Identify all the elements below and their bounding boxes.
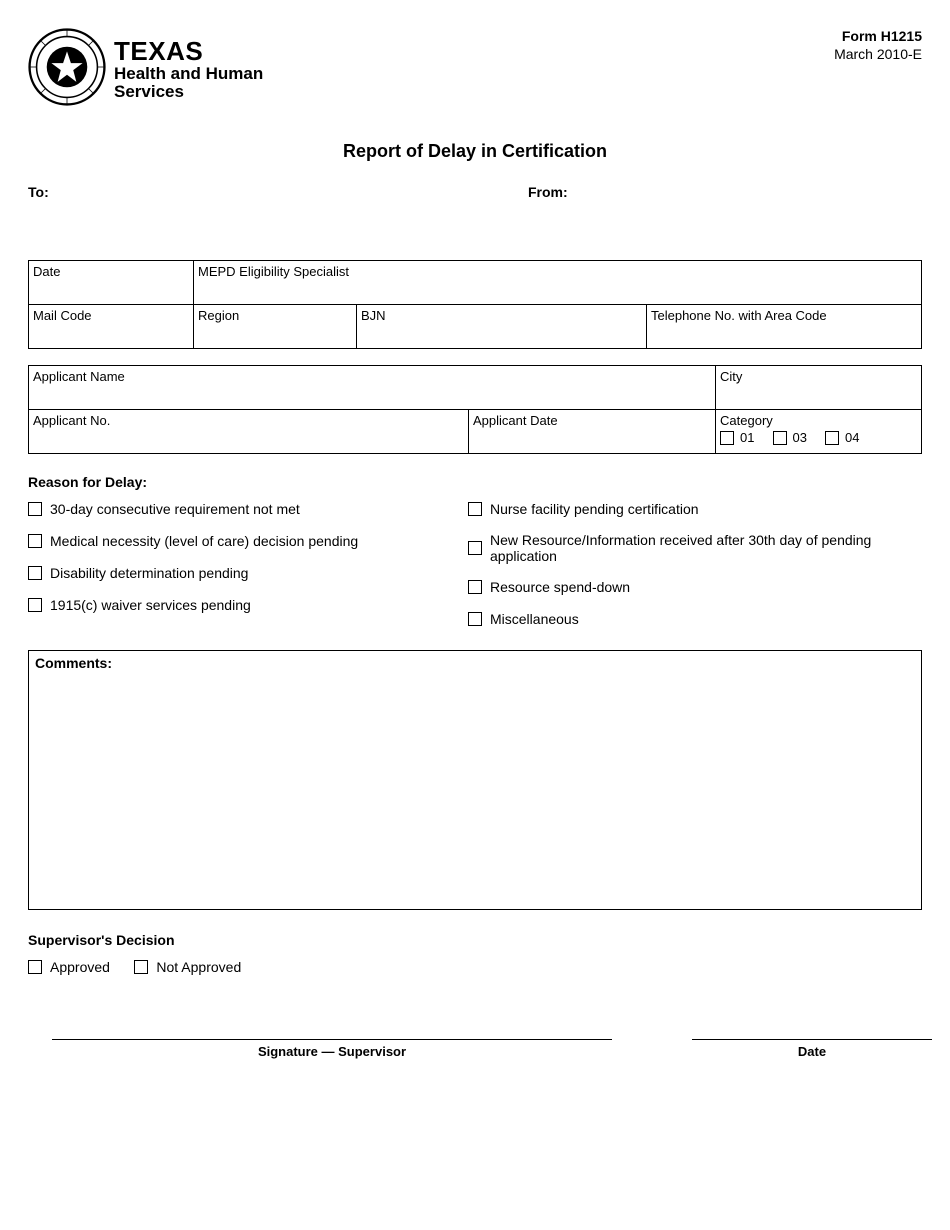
field-telephone-label: Telephone No. with Area Code [651,308,827,323]
field-applicant-name[interactable]: Applicant Name [29,366,716,410]
checkbox-icon [28,502,42,516]
to-label: To: [28,184,528,200]
field-applicant-name-label: Applicant Name [33,369,125,384]
category-04[interactable]: 04 [825,430,859,445]
checkbox-icon [825,431,839,445]
reason-new-resource[interactable]: New Resource/Information received after … [468,532,908,564]
checkbox-icon [720,431,734,445]
reason-medical-necessity-label: Medical necessity (level of care) decisi… [50,533,358,549]
checkbox-icon [28,598,42,612]
field-applicant-no[interactable]: Applicant No. [29,410,469,454]
checkbox-icon [28,566,42,580]
agency-logo-block: TEXAS Health and Human Services [28,28,263,111]
checkbox-icon [468,580,482,594]
reason-checkbox-grid: 30-day consecutive requirement not met M… [28,500,922,642]
state-seal-icon [28,28,106,111]
signature-line [52,1039,612,1040]
reason-spend-down[interactable]: Resource spend-down [468,578,908,596]
reason-nursing-facility-label: Nurse facility pending certification [490,501,699,517]
signature-date[interactable]: Date [692,1039,932,1059]
decision-heading: Supervisor's Decision [28,932,922,948]
field-category-label: Category [720,413,773,428]
checkbox-icon [134,960,148,974]
reason-col-left: 30-day consecutive requirement not met M… [28,500,468,642]
category-03-label: 03 [793,430,807,445]
category-01[interactable]: 01 [720,430,754,445]
checkbox-icon [468,612,482,626]
reason-disability-label: Disability determination pending [50,565,248,581]
reason-new-resource-label: New Resource/Information received after … [490,532,908,564]
reason-spend-down-label: Resource spend-down [490,579,630,595]
reason-disability[interactable]: Disability determination pending [28,564,468,582]
field-city[interactable]: City [716,366,922,410]
checkbox-icon [28,534,42,548]
checkbox-icon [773,431,787,445]
field-bjn-label: BJN [361,308,386,323]
reason-medical-necessity[interactable]: Medical necessity (level of care) decisi… [28,532,468,550]
comments-box[interactable]: Comments: [28,650,922,910]
field-region-label: Region [198,308,239,323]
field-date[interactable]: Date [29,261,194,305]
form-number: Form H1215 [834,28,922,46]
form-title: Report of Delay in Certification [28,141,922,162]
field-date-label: Date [33,264,60,279]
field-mepd[interactable]: MEPD Eligibility Specialist [194,261,922,305]
decision-not-approved[interactable]: Not Approved [134,958,241,976]
field-applicant-date[interactable]: Applicant Date [469,410,716,454]
agency-name: TEXAS Health and Human Services [114,38,263,101]
category-03[interactable]: 03 [773,430,807,445]
decision-not-approved-label: Not Approved [156,959,241,975]
field-applicant-no-label: Applicant No. [33,413,110,428]
form-date: March 2010-E [834,46,922,64]
field-region[interactable]: Region [194,305,357,349]
agency-name-line1: TEXAS [114,38,263,65]
form-meta: Form H1215 March 2010-E [834,28,922,63]
to-from-row: To: From: [28,184,922,200]
comments-label: Comments: [35,655,112,671]
signature-line [692,1039,932,1040]
agency-name-line3: Services [114,83,263,101]
field-mepd-label: MEPD Eligibility Specialist [198,264,349,279]
decision-approved-label: Approved [50,959,110,975]
reason-nursing-facility[interactable]: Nurse facility pending certification [468,500,908,518]
signature-supervisor-label: Signature — Supervisor [52,1044,612,1059]
field-city-label: City [720,369,742,384]
agency-name-line2: Health and Human [114,65,263,83]
decision-approved[interactable]: Approved [28,958,110,976]
field-applicant-date-label: Applicant Date [473,413,558,428]
from-label: From: [528,184,568,200]
header-row: TEXAS Health and Human Services Form H12… [28,28,922,111]
reason-waiver-label: 1915(c) waiver services pending [50,597,251,613]
supervisor-decision-section: Supervisor's Decision Approved Not Appro… [28,932,922,979]
category-01-label: 01 [740,430,754,445]
field-bjn[interactable]: BJN [357,305,647,349]
checkbox-icon [468,502,482,516]
field-category: Category 01 03 04 [716,410,922,454]
reason-col-right: Nurse facility pending certification New… [468,500,908,642]
field-mail-code-label: Mail Code [33,308,92,323]
signature-row: Signature — Supervisor Date [28,1039,922,1059]
reason-waiver[interactable]: 1915(c) waiver services pending [28,596,468,614]
applicant-info-table: Applicant Name City Applicant No. Applic… [28,365,922,454]
category-04-label: 04 [845,430,859,445]
reason-misc[interactable]: Miscellaneous [468,610,908,628]
checkbox-icon [468,541,482,555]
header-info-table: Date MEPD Eligibility Specialist Mail Co… [28,260,922,349]
field-telephone[interactable]: Telephone No. with Area Code [647,305,922,349]
signature-date-label: Date [692,1044,932,1059]
checkbox-icon [28,960,42,974]
field-mail-code[interactable]: Mail Code [29,305,194,349]
reason-misc-label: Miscellaneous [490,611,579,627]
reason-30day[interactable]: 30-day consecutive requirement not met [28,500,468,518]
reason-30day-label: 30-day consecutive requirement not met [50,501,300,517]
reason-heading: Reason for Delay: [28,474,922,490]
signature-supervisor[interactable]: Signature — Supervisor [52,1039,612,1059]
